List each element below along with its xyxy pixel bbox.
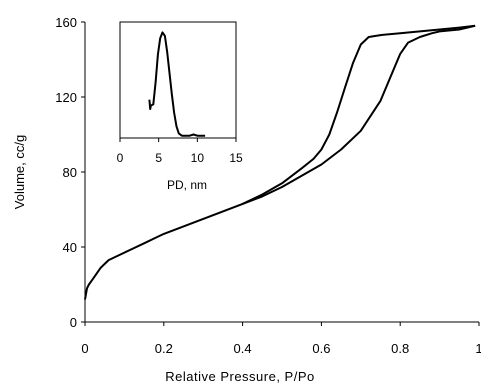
inset-x-tick-label: 15 — [229, 151, 243, 165]
pore-distribution-line — [148, 31, 206, 137]
y-axis-title: Volume, cc/g — [12, 135, 27, 209]
y-tick-label: 40 — [63, 240, 77, 255]
inset-x-tick-label: 10 — [191, 151, 205, 165]
inset-x-axis-title: PD, nm — [167, 178, 207, 192]
x-tick-label: 0.4 — [234, 341, 252, 356]
x-tick-label: 0.2 — [155, 341, 173, 356]
desorption-branch-line — [242, 24, 476, 205]
inset-x-tick-label: 5 — [155, 151, 162, 165]
inset-x-tick-label: 0 — [117, 151, 124, 165]
inset-plot: 0 5 10 15 PD, nm — [117, 21, 243, 192]
main-plot: 0 40 80 120 160 0 0.2 0.4 0.6 0.8 1 Relative Pressu… — [12, 15, 481, 384]
x-tick-label: 0 — [81, 341, 88, 356]
x-tick-label: 1 — [475, 341, 481, 356]
y-tick-label: 160 — [55, 15, 77, 30]
y-tick-label: 120 — [55, 90, 77, 105]
x-axis-title: Relative Pressure, P/Po — [165, 369, 315, 384]
x-tick-label: 0.8 — [391, 341, 409, 356]
x-tick-label: 0.6 — [312, 341, 330, 356]
inset-frame — [119, 21, 237, 139]
y-tick-label: 80 — [63, 165, 77, 180]
y-tick-label: 0 — [70, 315, 77, 330]
